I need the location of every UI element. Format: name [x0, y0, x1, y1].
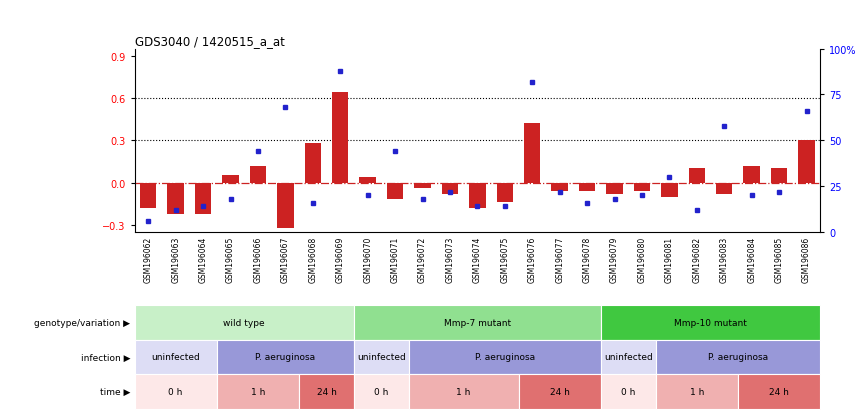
Bar — [661, 183, 678, 197]
Text: 24 h: 24 h — [769, 387, 789, 396]
Bar — [135, 305, 354, 340]
Bar — [771, 169, 787, 183]
Text: GSM196086: GSM196086 — [802, 236, 811, 282]
Bar — [250, 166, 266, 183]
Text: GSM196075: GSM196075 — [500, 236, 510, 282]
Text: genotype/variation ▶: genotype/variation ▶ — [34, 318, 130, 327]
Text: uninfected: uninfected — [357, 353, 405, 362]
Bar — [217, 374, 299, 409]
Text: GSM196073: GSM196073 — [445, 236, 455, 282]
Text: GSM196084: GSM196084 — [747, 236, 756, 282]
Bar — [140, 183, 156, 209]
Bar — [414, 183, 431, 189]
Text: infection ▶: infection ▶ — [81, 353, 130, 362]
Bar — [354, 340, 409, 374]
Bar — [634, 183, 650, 192]
Text: GSM196064: GSM196064 — [199, 236, 207, 282]
Bar — [354, 305, 601, 340]
Text: GSM196074: GSM196074 — [473, 236, 482, 282]
Bar — [442, 183, 458, 194]
Text: GSM196065: GSM196065 — [226, 236, 235, 282]
Bar — [688, 169, 705, 183]
Bar — [738, 374, 820, 409]
Bar — [551, 183, 568, 192]
Text: GSM196066: GSM196066 — [253, 236, 262, 282]
Text: GSM196068: GSM196068 — [308, 236, 318, 282]
Text: GSM196082: GSM196082 — [693, 236, 701, 282]
Text: 1 h: 1 h — [690, 387, 704, 396]
Bar — [744, 166, 760, 183]
Text: GSM196079: GSM196079 — [610, 236, 619, 282]
Bar — [354, 374, 409, 409]
Bar — [409, 374, 518, 409]
Text: GSM196071: GSM196071 — [391, 236, 399, 282]
Bar — [359, 178, 376, 183]
Text: GSM196081: GSM196081 — [665, 236, 674, 282]
Text: GSM196078: GSM196078 — [582, 236, 592, 282]
Bar — [387, 183, 404, 200]
Bar — [524, 124, 541, 183]
Bar — [409, 340, 601, 374]
Text: GDS3040 / 1420515_a_at: GDS3040 / 1420515_a_at — [135, 36, 285, 48]
Text: 24 h: 24 h — [317, 387, 337, 396]
Text: 24 h: 24 h — [549, 387, 569, 396]
Text: 0 h: 0 h — [621, 387, 635, 396]
Bar — [601, 374, 655, 409]
Text: P. aeruginosa: P. aeruginosa — [255, 353, 315, 362]
Text: P. aeruginosa: P. aeruginosa — [475, 353, 535, 362]
Text: GSM196080: GSM196080 — [637, 236, 647, 282]
Bar — [222, 176, 239, 183]
Text: GSM196072: GSM196072 — [418, 236, 427, 282]
Text: GSM196067: GSM196067 — [281, 236, 290, 282]
Bar — [518, 374, 601, 409]
Bar — [195, 183, 211, 214]
Text: uninfected: uninfected — [604, 353, 653, 362]
Bar — [305, 144, 321, 183]
Bar — [601, 305, 820, 340]
Text: GSM196062: GSM196062 — [144, 236, 153, 282]
Text: GSM196085: GSM196085 — [774, 236, 784, 282]
Bar — [168, 183, 184, 214]
Bar — [135, 374, 217, 409]
Bar — [655, 374, 738, 409]
Bar — [299, 374, 354, 409]
Text: GSM196083: GSM196083 — [720, 236, 729, 282]
Text: GSM196076: GSM196076 — [528, 236, 536, 282]
Text: wild type: wild type — [223, 318, 265, 327]
Text: GSM196070: GSM196070 — [363, 236, 372, 282]
Text: Mmp-7 mutant: Mmp-7 mutant — [444, 318, 511, 327]
Bar — [470, 183, 485, 209]
Text: 0 h: 0 h — [374, 387, 389, 396]
Bar — [217, 340, 354, 374]
Text: time ▶: time ▶ — [100, 387, 130, 396]
Text: 1 h: 1 h — [457, 387, 470, 396]
Text: uninfected: uninfected — [151, 353, 200, 362]
Text: Mmp-10 mutant: Mmp-10 mutant — [674, 318, 747, 327]
Text: 0 h: 0 h — [168, 387, 183, 396]
Bar — [579, 183, 595, 192]
Text: GSM196077: GSM196077 — [556, 236, 564, 282]
Text: 1 h: 1 h — [251, 387, 265, 396]
Bar — [799, 141, 815, 183]
Bar — [332, 93, 348, 183]
Bar — [607, 183, 622, 194]
Text: GSM196069: GSM196069 — [336, 236, 345, 282]
Bar — [601, 340, 655, 374]
Bar — [716, 183, 733, 194]
Text: GSM196063: GSM196063 — [171, 236, 181, 282]
Bar — [135, 340, 217, 374]
Bar — [655, 340, 820, 374]
Bar — [277, 183, 293, 228]
Bar — [496, 183, 513, 203]
Text: P. aeruginosa: P. aeruginosa — [708, 353, 768, 362]
